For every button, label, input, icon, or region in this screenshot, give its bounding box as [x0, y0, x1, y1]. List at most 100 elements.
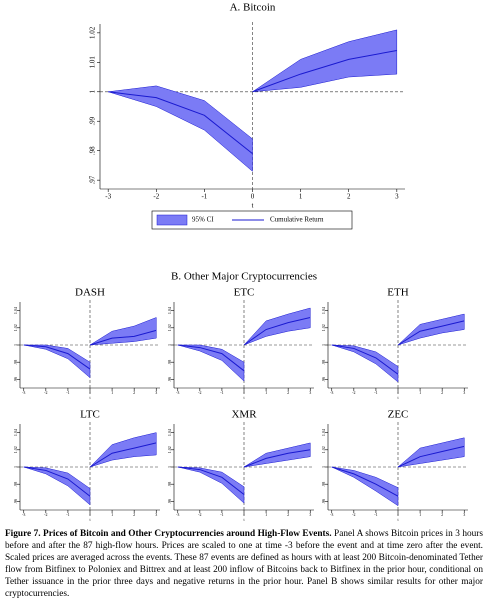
x-tick-label: 0: [397, 390, 399, 395]
x-tick-label: -1: [220, 512, 223, 517]
x-tick-label: -2: [198, 390, 201, 395]
x-tick-label: 1: [265, 512, 267, 517]
y-tick-label: .96: [13, 499, 18, 504]
y-tick-label: 1: [13, 466, 18, 468]
return-line: [177, 466, 245, 495]
x-tick-label: -3: [330, 512, 333, 517]
legend-label: 95% CI: [192, 216, 214, 224]
ci-band: [177, 344, 245, 382]
x-tick-label: -2: [44, 390, 47, 395]
y-tick-label: 1.04: [321, 307, 326, 314]
x-tick-label: 2: [441, 390, 443, 395]
y-tick-label: 1.02: [13, 446, 18, 453]
x-axis-label: t: [89, 395, 91, 400]
x-tick-label: 2: [133, 390, 135, 395]
return-line: [397, 445, 465, 468]
x-tick-label: 1: [111, 512, 113, 517]
x-tick-label: 3: [155, 390, 157, 395]
x-tick-label: -2: [44, 512, 47, 517]
ci-band: [23, 466, 91, 506]
x-axis-label: t: [397, 395, 399, 400]
y-tick-label: 1.01: [89, 56, 97, 69]
return-line: [108, 91, 253, 155]
x-tick-label: 3: [309, 390, 311, 395]
x-tick-label: -1: [374, 512, 377, 517]
y-tick-label: 1.02: [13, 324, 18, 331]
x-tick-label: -1: [374, 390, 377, 395]
x-tick-label: -3: [176, 390, 179, 395]
x-tick-label: 2: [287, 390, 289, 395]
chart-title: LTC: [80, 409, 100, 421]
x-tick-label: 3: [463, 512, 465, 517]
x-tick-label: 2: [287, 512, 289, 517]
y-tick-label: .98: [167, 482, 172, 487]
x-tick-label: 2: [347, 193, 351, 201]
return-line: [89, 442, 157, 468]
x-tick-label: -2: [352, 512, 355, 517]
y-tick-label: .96: [167, 377, 172, 382]
return-line: [23, 344, 91, 370]
y-tick-label: .98: [321, 360, 326, 365]
y-tick-label: 1.02: [89, 26, 97, 39]
x-tick-label: 0: [243, 390, 245, 395]
y-tick-label: 1: [89, 90, 97, 94]
x-tick-label: -2: [153, 193, 159, 201]
return-line: [331, 466, 399, 497]
y-tick-label: 1.02: [321, 324, 326, 331]
y-tick-label: .98: [321, 482, 326, 487]
x-tick-label: 1: [265, 390, 267, 395]
x-tick-label: -3: [330, 390, 333, 395]
x-tick-label: 3: [155, 512, 157, 517]
x-tick-label: 2: [441, 512, 443, 517]
x-tick-label: -3: [105, 193, 111, 201]
x-tick-label: -3: [22, 390, 25, 395]
caption: Figure 7. Prices of Bitcoin and Other Cr…: [5, 529, 483, 600]
chart-title: DASH: [75, 287, 105, 299]
legend-label: Cumulative Return: [270, 216, 324, 224]
y-tick-label: .99: [89, 116, 97, 125]
x-tick-label: -2: [198, 512, 201, 517]
caption-label: Figure 7. Prices of Bitcoin and Other Cr…: [5, 529, 332, 539]
chart-title: ETH: [387, 287, 408, 299]
y-tick-label: 1.04: [321, 429, 326, 436]
x-tick-label: -2: [352, 390, 355, 395]
chart-title: A. Bitcoin: [230, 2, 276, 14]
x-tick-label: -3: [22, 512, 25, 517]
y-tick-label: .96: [167, 499, 172, 504]
figure: B. Other Major Cryptocurrencies A. Bitco…: [13, 2, 468, 522]
return-line: [331, 344, 399, 375]
ci-band: [108, 85, 253, 172]
ci-band: [331, 344, 399, 383]
x-tick-label: 0: [397, 512, 399, 517]
panel-title: B. Other Major Cryptocurrencies: [171, 271, 317, 283]
y-tick-label: .96: [321, 377, 326, 382]
x-tick-label: -1: [220, 390, 223, 395]
y-tick-label: 1: [13, 344, 18, 346]
y-tick-label: .96: [321, 499, 326, 504]
x-tick-label: 1: [299, 193, 303, 201]
y-tick-label: 1.02: [167, 446, 172, 453]
x-tick-label: 3: [463, 390, 465, 395]
y-tick-label: .98: [167, 360, 172, 365]
x-tick-label: 1: [419, 512, 421, 517]
chart-title: ETC: [234, 287, 255, 299]
y-tick-label: .98: [13, 360, 18, 365]
caption-text: Panel A shows Bitcoin prices in 3 hours …: [5, 529, 483, 599]
x-tick-label: 1: [419, 390, 421, 395]
x-tick-label: 3: [309, 512, 311, 517]
return-line: [243, 449, 311, 468]
ci-band: [331, 466, 399, 507]
ci-band: [397, 313, 465, 346]
y-tick-label: .98: [13, 482, 18, 487]
x-axis-label: t: [397, 517, 399, 522]
x-tick-label: 3: [395, 193, 399, 201]
y-tick-label: .96: [13, 377, 18, 382]
x-tick-label: 2: [133, 512, 135, 517]
chart-title: ZEC: [388, 409, 409, 421]
return-line: [177, 344, 245, 372]
y-tick-label: .97: [89, 175, 97, 184]
ci-band: [252, 29, 398, 93]
x-axis-label: t: [252, 202, 254, 210]
y-tick-label: 1.04: [13, 307, 18, 314]
